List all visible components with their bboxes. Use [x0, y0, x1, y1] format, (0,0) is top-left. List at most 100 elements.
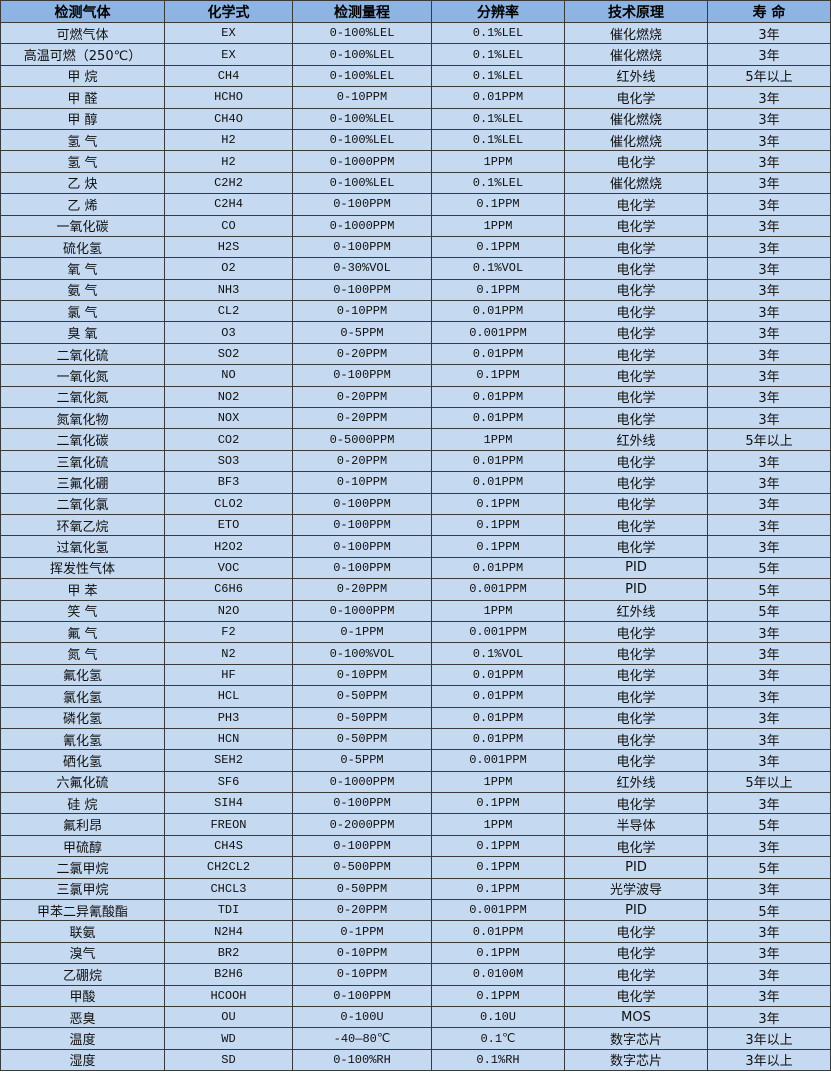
cell-formula: H2O2 [164, 535, 293, 558]
cell-principle: 电化学 [564, 727, 708, 751]
cell-lifetime: 3年 [707, 364, 831, 387]
cell-lifetime: 3年 [707, 513, 831, 537]
cell-lifetime: 3年 [707, 471, 831, 494]
cell-formula: EX [164, 21, 293, 45]
cell-formula: F2 [164, 620, 293, 644]
cell-resolution: 1PPM [431, 599, 565, 622]
cell-range: 0-100%LEL [292, 43, 432, 66]
cell-lifetime: 5年 [707, 856, 831, 879]
cell-gas-name: 六氟化硫 [0, 770, 165, 794]
table-row: 六氟化硫 SF6 0-1000PPM 1PPM 红外线 5年以上 [0, 770, 831, 794]
cell-gas-name: 甲 苯 [0, 578, 165, 601]
table-row: 硫化氢 H2S 0-100PPM 0.1PPM 电化学 3年 [0, 235, 831, 259]
cell-lifetime: 3年 [707, 535, 831, 558]
cell-gas-name: 氟化氢 [0, 663, 165, 687]
cell-principle: 电化学 [564, 834, 708, 858]
cell-lifetime: 3年 [707, 235, 831, 259]
cell-range: 0-100PPM [292, 792, 432, 815]
cell-formula: NOX [164, 407, 293, 430]
cell-range: 0-1000PPM [292, 770, 432, 794]
cell-principle: MOS [564, 1005, 708, 1029]
table-row: 甲酸 HCOOH 0-100PPM 0.1PPM 电化学 3年 [0, 984, 831, 1007]
table-row: 可燃气体 EX 0-100%LEL 0.1%LEL 催化燃烧 3年 [0, 21, 831, 45]
cell-range: 0-100%LEL [292, 21, 432, 45]
cell-gas-name: 二氧化氯 [0, 492, 165, 515]
cell-formula: NO2 [164, 385, 293, 409]
cell-formula: C2H4 [164, 193, 293, 216]
header-row: 检测气体 化学式 检测量程 分辨率 技术原理寿 命 [0, 0, 831, 23]
cell-formula: BR2 [164, 941, 293, 965]
cell-formula: PH3 [164, 706, 293, 729]
cell-formula: H2 [164, 128, 293, 152]
cell-formula: CH4O [164, 107, 293, 130]
table-row: 氟 气 F2 0-1PPM 0.001PPM 电化学 3年 [0, 620, 831, 644]
cell-range: 0-100%RH [292, 1048, 432, 1072]
table-row: 乙硼烷 B2H6 0-10PPM 0.0100M 电化学 3年 [0, 963, 831, 986]
table-row: 二氧化碳 CO2 0-5000PPM 1PPM 红外线 5年以上 [0, 428, 831, 451]
cell-principle: 红外线 [564, 64, 708, 88]
cell-resolution: 0.001PPM [431, 578, 565, 601]
cell-lifetime: 3年 [707, 642, 831, 665]
column-header-range: 检测量程 [292, 0, 432, 23]
cell-gas-name: 氰化氢 [0, 727, 165, 751]
cell-range: 0-1000PPM [292, 150, 432, 173]
cell-resolution: 0.10U [431, 1005, 565, 1029]
cell-gas-name: 甲酸 [0, 984, 165, 1007]
cell-formula: SF6 [164, 770, 293, 794]
cell-lifetime: 5年 [707, 599, 831, 622]
cell-principle: PID [564, 578, 708, 601]
cell-lifetime: 3年 [707, 128, 831, 152]
cell-gas-name: 三氧化硫 [0, 449, 165, 473]
cell-gas-name: 氨 气 [0, 278, 165, 302]
cell-resolution: 0.1%LEL [431, 43, 565, 66]
cell-range: 0-2000PPM [292, 813, 432, 836]
cell-resolution: 0.01PPM [431, 407, 565, 430]
cell-lifetime: 3年 [707, 107, 831, 130]
cell-lifetime: 3年 [707, 706, 831, 729]
cell-gas-name: 过氧化氢 [0, 535, 165, 558]
cell-gas-name: 氮氧化物 [0, 407, 165, 430]
cell-formula: H2 [164, 150, 293, 173]
cell-lifetime: 3年 [707, 449, 831, 473]
table-row: 三氧化硫 SO3 0-20PPM 0.01PPM 电化学 3年 [0, 449, 831, 473]
table-row: 环氧乙烷 ETO 0-100PPM 0.1PPM 电化学 3年 [0, 513, 831, 537]
cell-resolution: 1PPM [431, 214, 565, 237]
table-row: 一氧化碳 CO 0-1000PPM 1PPM 电化学 3年 [0, 214, 831, 237]
cell-gas-name: 联氨 [0, 920, 165, 943]
table-row: 甲 苯 C6H6 0-20PPM 0.001PPM PID 5年 [0, 578, 831, 601]
cell-gas-name: 高温可燃（250℃） [0, 43, 165, 66]
cell-principle: PID [564, 556, 708, 580]
cell-formula: HCL [164, 685, 293, 708]
table-row: 甲 醛 HCHO 0-10PPM 0.01PPM 电化学 3年 [0, 86, 831, 109]
cell-formula: C2H2 [164, 171, 293, 195]
cell-principle: 光学波导 [564, 877, 708, 901]
cell-gas-name: 二氧化氮 [0, 385, 165, 409]
cell-principle: 电化学 [564, 471, 708, 494]
cell-formula: CHCL3 [164, 877, 293, 901]
table-row: 温度 WD -40—80℃ 0.1℃ 数字芯片 3年以上 [0, 1027, 831, 1050]
table-row: 硒化氢 SEH2 0-5PPM 0.001PPM 电化学 3年 [0, 749, 831, 772]
cell-formula: N2H4 [164, 920, 293, 943]
cell-lifetime: 3年 [707, 407, 831, 430]
cell-principle: 数字芯片 [564, 1048, 708, 1072]
cell-formula: CH2CL2 [164, 856, 293, 879]
cell-formula: CH4 [164, 64, 293, 88]
cell-formula: SD [164, 1048, 293, 1072]
cell-resolution: 0.1PPM [431, 856, 565, 879]
cell-gas-name: 氯化氢 [0, 685, 165, 708]
cell-formula: CL2 [164, 300, 293, 323]
cell-gas-name: 环氧乙烷 [0, 513, 165, 537]
cell-lifetime: 3年 [707, 663, 831, 687]
cell-principle: 电化学 [564, 963, 708, 986]
cell-lifetime: 5年以上 [707, 428, 831, 451]
cell-resolution: 0.01PPM [431, 920, 565, 943]
cell-lifetime: 3年 [707, 492, 831, 515]
cell-range: 0-5PPM [292, 321, 432, 344]
cell-formula: CLO2 [164, 492, 293, 515]
cell-range: 0-100%LEL [292, 107, 432, 130]
cell-formula: OU [164, 1005, 293, 1029]
cell-principle: 电化学 [564, 235, 708, 259]
cell-lifetime: 5年以上 [707, 64, 831, 88]
column-header-gas-name: 检测气体 [0, 0, 165, 23]
